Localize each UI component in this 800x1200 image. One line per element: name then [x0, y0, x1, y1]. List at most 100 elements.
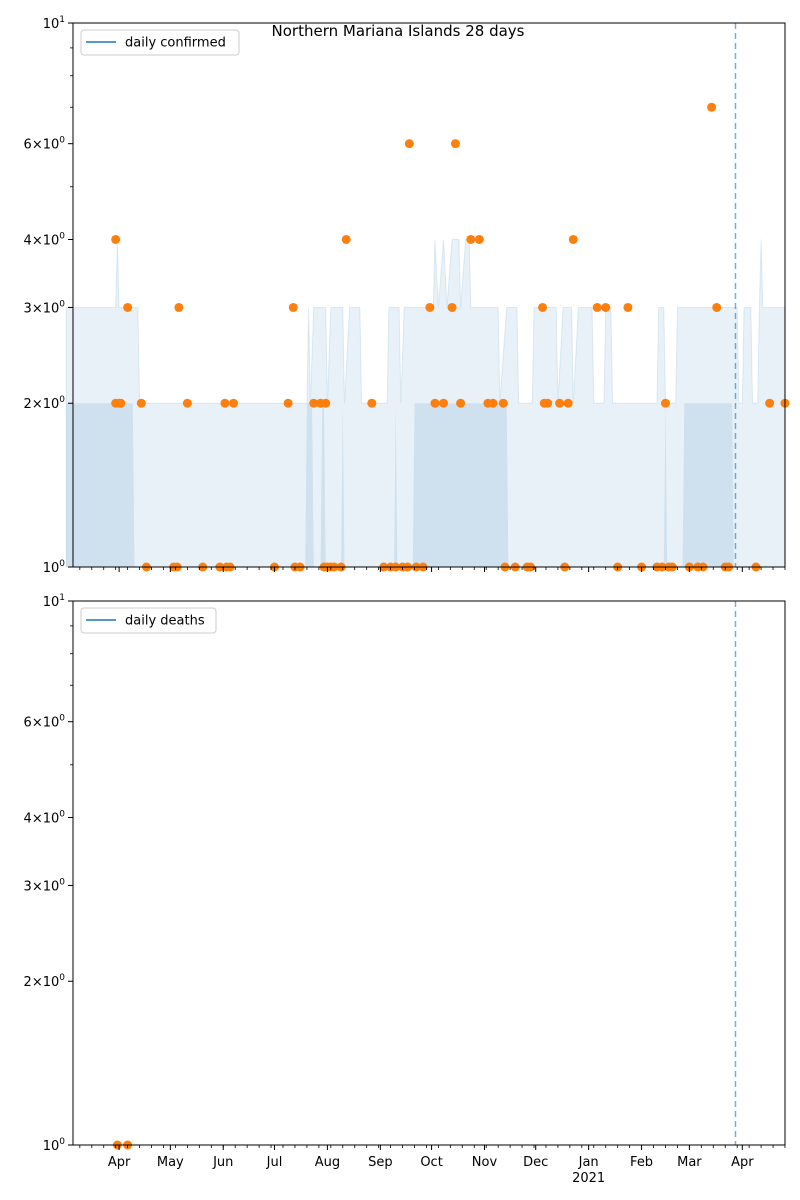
deaths-xtick-label: Feb [630, 1155, 653, 1170]
confirmed-ytick-label-exp: 0 [59, 231, 65, 241]
confirmed-ytick-label-base: 6×10 [24, 138, 60, 153]
deaths-ytick-label-exp: 0 [59, 973, 65, 983]
confirmed-point [228, 398, 238, 408]
confirmed-point [488, 398, 498, 408]
deaths-ytick-label-base: 6×10 [24, 716, 60, 731]
deaths-xtick-label: Jan [578, 1155, 599, 1170]
deaths-xtick-label: Oct [420, 1155, 442, 1170]
deaths-ytick-label: 3×100 [24, 877, 66, 894]
confirmed-point [450, 139, 460, 149]
deaths-ytick-label: 2×100 [24, 973, 66, 990]
deaths-ytick-label-base: 4×10 [24, 811, 60, 826]
confirmed-point [568, 234, 578, 244]
confirmed-point [447, 302, 457, 312]
confirmed-point [555, 398, 565, 408]
deaths-ytick-label-exp: 1 [59, 593, 65, 603]
confirmed-ytick-label-exp: 0 [59, 559, 65, 569]
confirmed-ytick-label-exp: 0 [59, 136, 65, 146]
deaths-legend-box [80, 607, 217, 634]
confirmed-ytick-label-exp: 0 [59, 395, 65, 405]
deaths-ytick-label-base: 2×10 [24, 975, 60, 990]
confirmed-ytick-label-base: 3×10 [24, 301, 60, 316]
confirmed-legend-label: daily confirmed [125, 36, 226, 51]
confirmed-ytick-label-base: 10 [43, 17, 60, 32]
confirmed-ytick-label-base: 10 [43, 561, 60, 576]
confirmed-point [592, 302, 602, 312]
confirmed-point [367, 398, 377, 408]
confirmed-point [707, 102, 717, 112]
confirmed-point [123, 302, 133, 312]
deaths-legend-label: daily deaths [125, 614, 205, 629]
confirmed-point [543, 398, 553, 408]
confirmed-point [174, 302, 184, 312]
confirmed-ytick-label: 4×100 [24, 231, 66, 248]
confirmed-x-ticks [79, 567, 786, 572]
confirmed-band-inner [66, 403, 785, 567]
confirmed-point [498, 398, 508, 408]
confirmed-point [283, 398, 293, 408]
confirmed-point [309, 398, 319, 408]
deaths-ytick-label-exp: 0 [59, 809, 65, 819]
confirmed-point [182, 398, 192, 408]
confirmed-point [456, 398, 466, 408]
confirmed-point [538, 302, 548, 312]
confirmed-band-layer [65, 238, 786, 568]
confirmed-point [765, 398, 775, 408]
confirmed-point [220, 398, 230, 408]
confirmed-ytick-label: 2×100 [24, 395, 66, 412]
confirmed-ytick-label-base: 2×10 [24, 397, 60, 412]
deaths-xtick-label: Jun [212, 1155, 233, 1170]
confirmed-ytick-label: 101 [43, 15, 65, 32]
deaths-legend: daily deaths [80, 607, 217, 634]
deaths-xtick-sublabel: 2021 [572, 1171, 605, 1186]
confirmed-point [430, 398, 440, 408]
deaths-xtick-label: Aug [315, 1155, 340, 1170]
confirmed-point [341, 234, 351, 244]
confirmed-point [474, 234, 484, 244]
deaths-ytick-label-base: 3×10 [24, 879, 60, 894]
deaths-ytick-label: 6×100 [24, 714, 66, 731]
confirmed-point [288, 302, 298, 312]
chart-title: Northern Mariana Islands 28 days [272, 22, 525, 40]
deaths-ytick-label-exp: 0 [59, 1137, 65, 1147]
confirmed-plot-frame [72, 22, 786, 568]
deaths-xtick-label: Dec [523, 1155, 548, 1170]
deaths-ytick-label: 4×100 [24, 809, 66, 826]
confirmed-point [425, 302, 435, 312]
confirmed-point [136, 398, 146, 408]
confirmed-ytick-label: 6×100 [24, 136, 66, 153]
deaths-xtick-label: Nov [472, 1155, 498, 1170]
confirmed-ytick-label-exp: 0 [59, 299, 65, 309]
confirmed-point [660, 398, 670, 408]
confirmed-point [563, 398, 573, 408]
deaths-ytick-label-base: 10 [43, 1139, 60, 1154]
confirmed-point [439, 398, 449, 408]
confirmed-ytick-label: 100 [43, 559, 66, 576]
deaths-xtick-label: Sep [368, 1155, 393, 1170]
deaths-xtick-label: May [157, 1155, 184, 1170]
deaths-xtick-label: Jul [266, 1155, 283, 1170]
confirmed-point [623, 302, 633, 312]
deaths-plot-frame [72, 600, 786, 1146]
confirmed-ytick-label-base: 4×10 [24, 233, 60, 248]
confirmed-point [601, 302, 611, 312]
deaths-ytick-label: 101 [43, 593, 65, 610]
deaths-ytick-label-exp: 0 [59, 877, 65, 887]
confirmed-ytick-label-exp: 1 [59, 15, 65, 25]
confirmed-point [111, 234, 121, 244]
deaths-xtick-label: Mar [677, 1155, 702, 1170]
confirmed-point [466, 234, 476, 244]
confirmed-point [116, 398, 126, 408]
deaths-xtick-label: Apr [108, 1155, 131, 1170]
deaths-ytick-label-base: 10 [43, 595, 60, 610]
deaths-ytick-label-exp: 0 [59, 714, 65, 724]
confirmed-point [404, 139, 414, 149]
confirmed-legend: daily confirmed [80, 29, 240, 56]
confirmed-point [321, 398, 331, 408]
